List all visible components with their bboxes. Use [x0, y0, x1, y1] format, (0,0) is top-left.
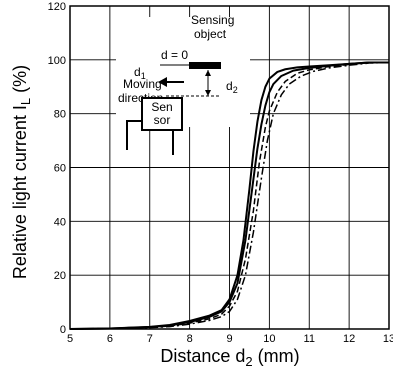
x-tick-label: 10 — [263, 333, 275, 345]
inset-sensing-label: Sensing — [191, 13, 234, 27]
inset-moving-label: Moving — [123, 77, 162, 91]
series-line-3 — [69, 61, 389, 330]
moving-direction-arrowhead — [158, 77, 167, 87]
y-axis-title: Relative light current IL (%) — [10, 65, 33, 279]
inset-d2-arrowhead-bottom — [205, 90, 211, 96]
sensor-label-line2: sor — [154, 113, 171, 127]
sensor-inset-diagram: Sensing object d = 0 d1 Moving direction… — [116, 13, 250, 155]
series-line-2 — [69, 61, 389, 330]
inset-d1-subscript: 1 — [141, 71, 146, 81]
sensor-label-line1: Sen — [151, 100, 172, 114]
sensor-box — [141, 97, 183, 131]
y-axis-title-unit: (%) — [10, 65, 30, 98]
y-axis-title-subscript: L — [18, 98, 33, 105]
y-tick-label: 120 — [48, 1, 66, 13]
sensor-lead-left — [126, 120, 142, 150]
plot-frame — [69, 5, 390, 330]
inset-d2-label: d2 — [226, 79, 238, 95]
x-axis-title-unit: (mm) — [253, 346, 300, 366]
inset-d-zero-label: d = 0 — [161, 48, 188, 62]
x-axis-title: Distance d2 (mm) — [160, 346, 299, 369]
inset-d2-text: d — [226, 79, 233, 93]
x-tick-label: 8 — [187, 333, 193, 345]
sensing-object — [189, 62, 221, 69]
y-axis-title-text: Relative light current I — [10, 105, 30, 279]
x-tick-label: 11 — [304, 333, 315, 345]
inset-object-label: object — [194, 27, 227, 41]
x-axis-title-text: Distance d — [160, 346, 245, 366]
x-tick-label: 9 — [226, 333, 232, 345]
y-tick-label: 60 — [54, 163, 66, 175]
inset-d2-subscript: 2 — [233, 85, 238, 95]
x-axis-title-subscript: 2 — [245, 354, 252, 369]
y-tick-label: 100 — [48, 55, 66, 67]
y-tick-label: 80 — [54, 109, 66, 121]
x-tick-label: 13 — [383, 333, 393, 345]
x-tick-label: 7 — [147, 333, 153, 345]
x-tick-label: 6 — [107, 333, 113, 345]
y-tick-label: 40 — [54, 216, 66, 228]
inset-d1-text: d — [134, 65, 141, 79]
x-tick-label: 5 — [67, 333, 73, 345]
y-tick-label: 0 — [60, 324, 66, 336]
y-tick-label: 20 — [54, 270, 66, 282]
x-tick-label: 12 — [343, 333, 355, 345]
series-line-4 — [69, 61, 390, 330]
inset-d2-arrowhead-top — [205, 70, 211, 76]
inset-d1-label: d1 — [134, 65, 146, 81]
series-layer — [69, 61, 390, 330]
